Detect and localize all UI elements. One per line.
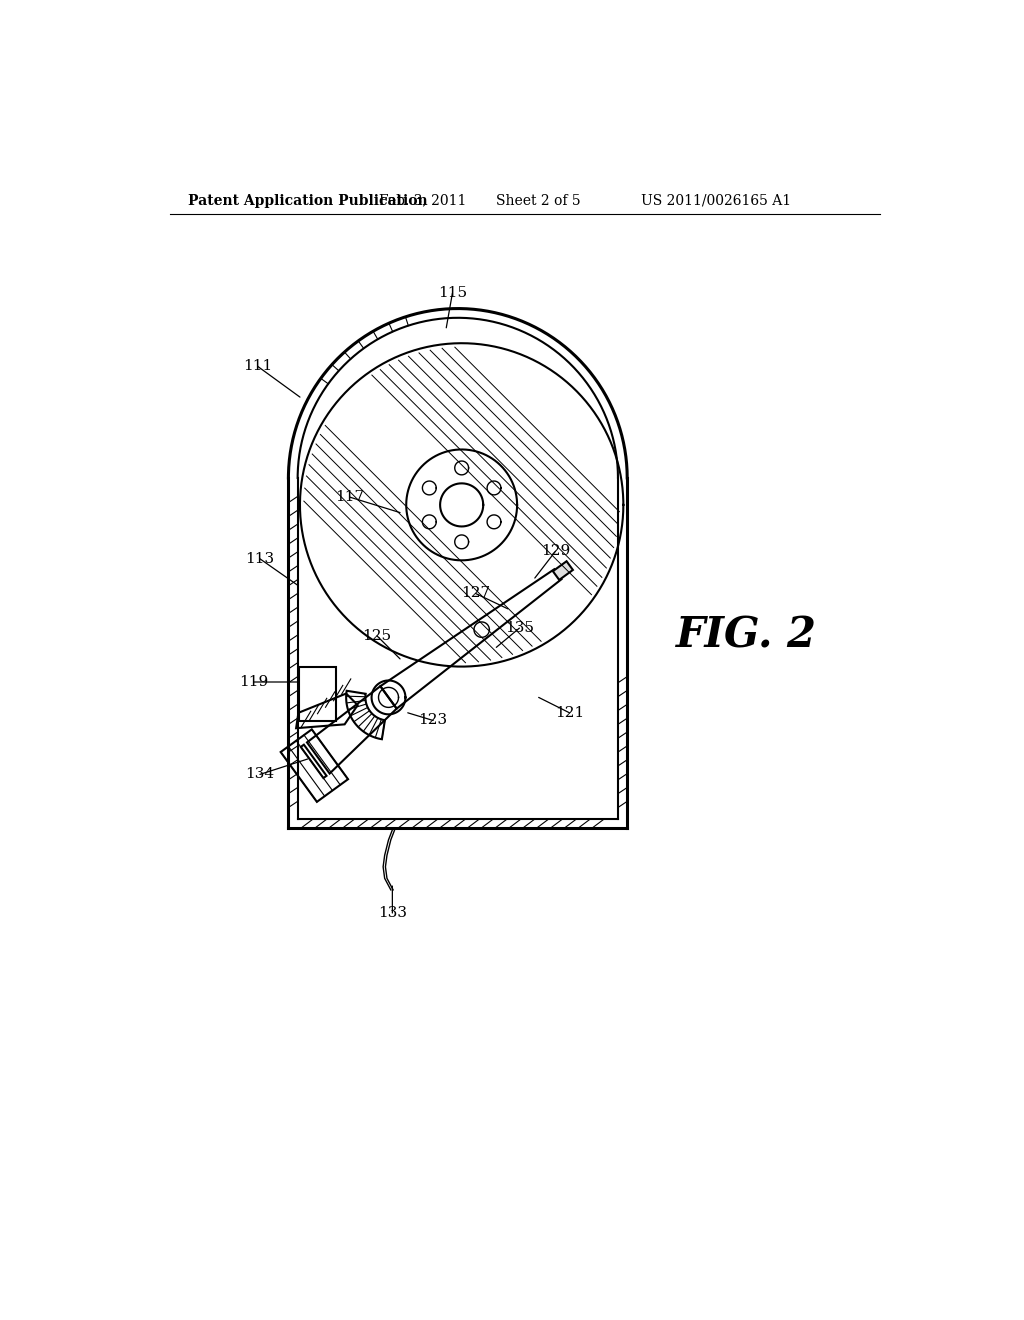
Text: 121: 121 (555, 706, 584, 719)
Text: 115: 115 (438, 286, 467, 300)
Text: 113: 113 (246, 552, 274, 566)
Text: Sheet 2 of 5: Sheet 2 of 5 (497, 194, 581, 207)
Text: 119: 119 (240, 675, 268, 689)
Text: 127: 127 (461, 586, 490, 601)
Text: 135: 135 (505, 622, 534, 635)
Text: 123: 123 (419, 714, 447, 727)
Text: 111: 111 (243, 359, 272, 374)
Text: 129: 129 (541, 544, 570, 558)
Text: Patent Application Publication: Patent Application Publication (188, 194, 428, 207)
Text: 133: 133 (378, 906, 407, 920)
Bar (299, 667, 336, 721)
Text: Feb. 3, 2011: Feb. 3, 2011 (380, 194, 467, 207)
Text: FIG. 2: FIG. 2 (676, 615, 817, 657)
Text: 125: 125 (362, 628, 391, 643)
Text: US 2011/0026165 A1: US 2011/0026165 A1 (641, 194, 791, 207)
Polygon shape (553, 561, 572, 579)
Text: 117: 117 (336, 490, 365, 504)
Text: 134: 134 (246, 767, 274, 781)
